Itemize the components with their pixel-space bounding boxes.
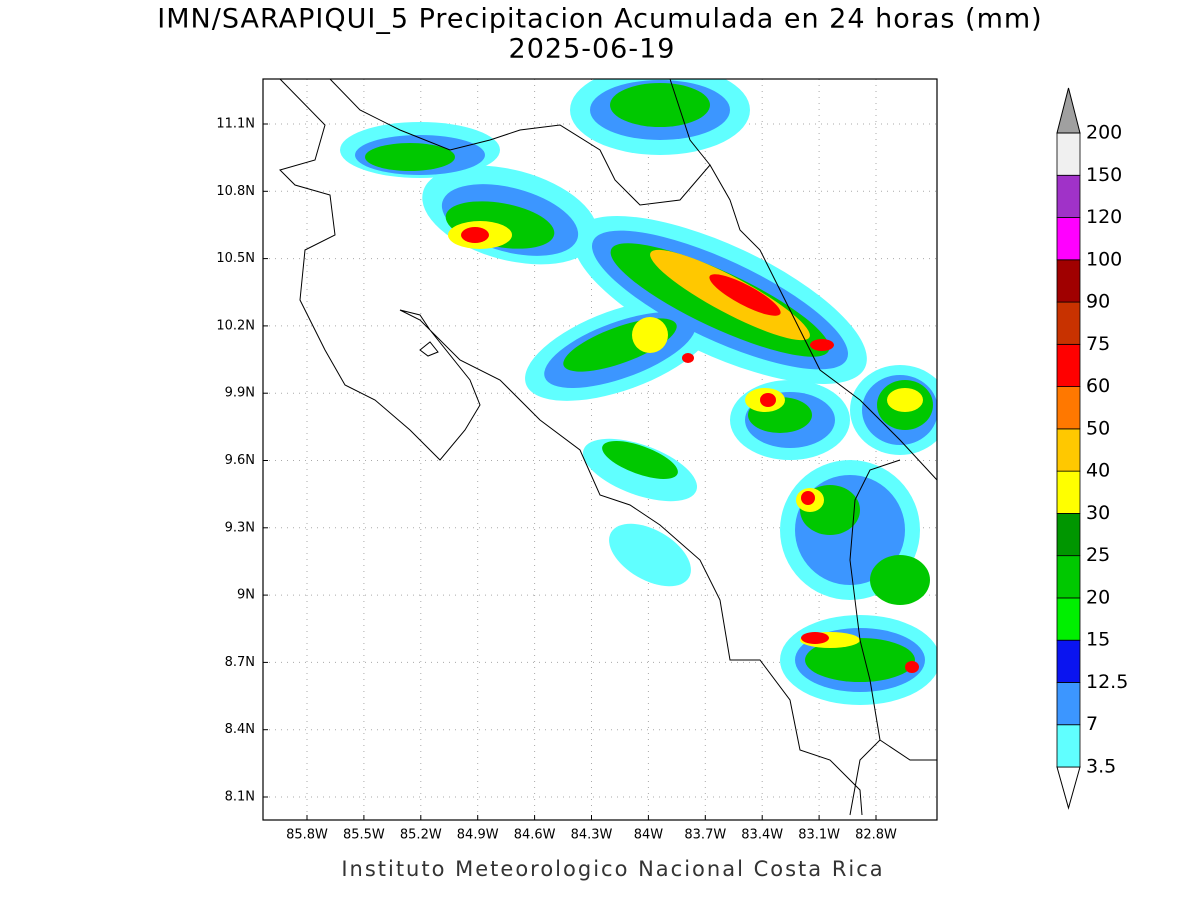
colorbar-label: 7 [1086, 713, 1098, 735]
lat-tick-label: 10.5N [216, 251, 255, 266]
colorbar: 3.5 7 12.5 15 20 25 30 40 50 60 75 90 100 120 150 200 [1056, 87, 1128, 810]
colorbar-label: 90 [1086, 291, 1110, 313]
colorbar-box [1056, 724, 1081, 768]
lat-tick-label: 8.7N [225, 655, 255, 670]
lat-tick-label: 8.4N [225, 722, 255, 737]
colorbar-label: 200 [1086, 122, 1122, 144]
colorbar-label: 75 [1086, 333, 1110, 355]
colorbar-label: 120 [1086, 206, 1122, 228]
colorbar-box [1056, 470, 1081, 514]
colorbar-label: 3.5 [1086, 756, 1116, 778]
colorbar-label: 100 [1086, 248, 1122, 270]
footer: Instituto Meteorologico Nacional Costa R… [341, 857, 884, 881]
colorbar-box [1056, 682, 1081, 726]
lat-tick-label: 11.1N [216, 117, 255, 132]
lon-tick-label: 84.9W [457, 828, 499, 843]
lat-tick-label: 10.2N [216, 318, 255, 333]
precipitation-field [340, 79, 937, 705]
lat-tick-label: 9.3N [225, 520, 255, 535]
lon-tick-label: 84.6W [514, 828, 556, 843]
lat-tick-label: 9.9N [225, 386, 255, 401]
map-frame [262, 78, 938, 821]
coastlines [279, 79, 937, 816]
lat-tick-label: 10.8N [216, 184, 255, 199]
lon-tick-label: 84W [634, 828, 664, 843]
colorbar-label: 30 [1086, 502, 1110, 524]
colorbar-box [1056, 555, 1081, 599]
colorbar-label: 60 [1086, 375, 1110, 397]
colorbar-label: 25 [1086, 544, 1110, 566]
axis-ticks: 11.1N 10.8N 10.5N 10.2N 9.9N 9.6N 9.3N 9N 8.7N 8.… [216, 117, 897, 843]
colorbar-box [1056, 259, 1081, 303]
lat-tick-label: 9.6N [225, 453, 255, 468]
lon-tick-label: 85.8W [286, 828, 328, 843]
lon-tick-label: 83.7W [684, 828, 726, 843]
lon-tick-label: 85.2W [400, 828, 442, 843]
colorbar-label: 150 [1086, 164, 1122, 186]
lon-tick-label: 83.1W [798, 828, 840, 843]
colorbar-label: 15 [1086, 629, 1110, 651]
colorbar-box [1056, 217, 1081, 261]
colorbar-box [1056, 386, 1081, 430]
lon-tick-label: 84.3W [571, 828, 613, 843]
colorbar-box [1056, 132, 1081, 176]
subtitle: 2025-06-19 [509, 34, 676, 65]
colorbar-label: 20 [1086, 586, 1110, 608]
colorbar-high-triangle [1056, 87, 1081, 134]
colorbar-box [1056, 301, 1081, 345]
colorbar-label: 40 [1086, 460, 1110, 482]
colorbar-label: 12.5 [1086, 671, 1128, 693]
lon-tick-label: 82.8W [855, 828, 897, 843]
lat-tick-label: 8.1N [225, 790, 255, 805]
colorbar-box [1056, 174, 1081, 218]
colorbar-box [1056, 597, 1081, 641]
colorbar-box [1056, 428, 1081, 472]
lat-tick-label: 9N [237, 588, 255, 603]
lon-tick-label: 83.4W [741, 828, 783, 843]
title: IMN/SARAPIQUI_5 Precipitacion Acumulada … [157, 4, 1042, 35]
colorbar-box [1056, 639, 1081, 683]
lon-tick-label: 85.5W [343, 828, 385, 843]
colorbar-box [1056, 343, 1081, 388]
colorbar-low-triangle [1056, 766, 1081, 810]
colorbar-box [1056, 513, 1081, 557]
colorbar-label: 50 [1086, 417, 1110, 439]
